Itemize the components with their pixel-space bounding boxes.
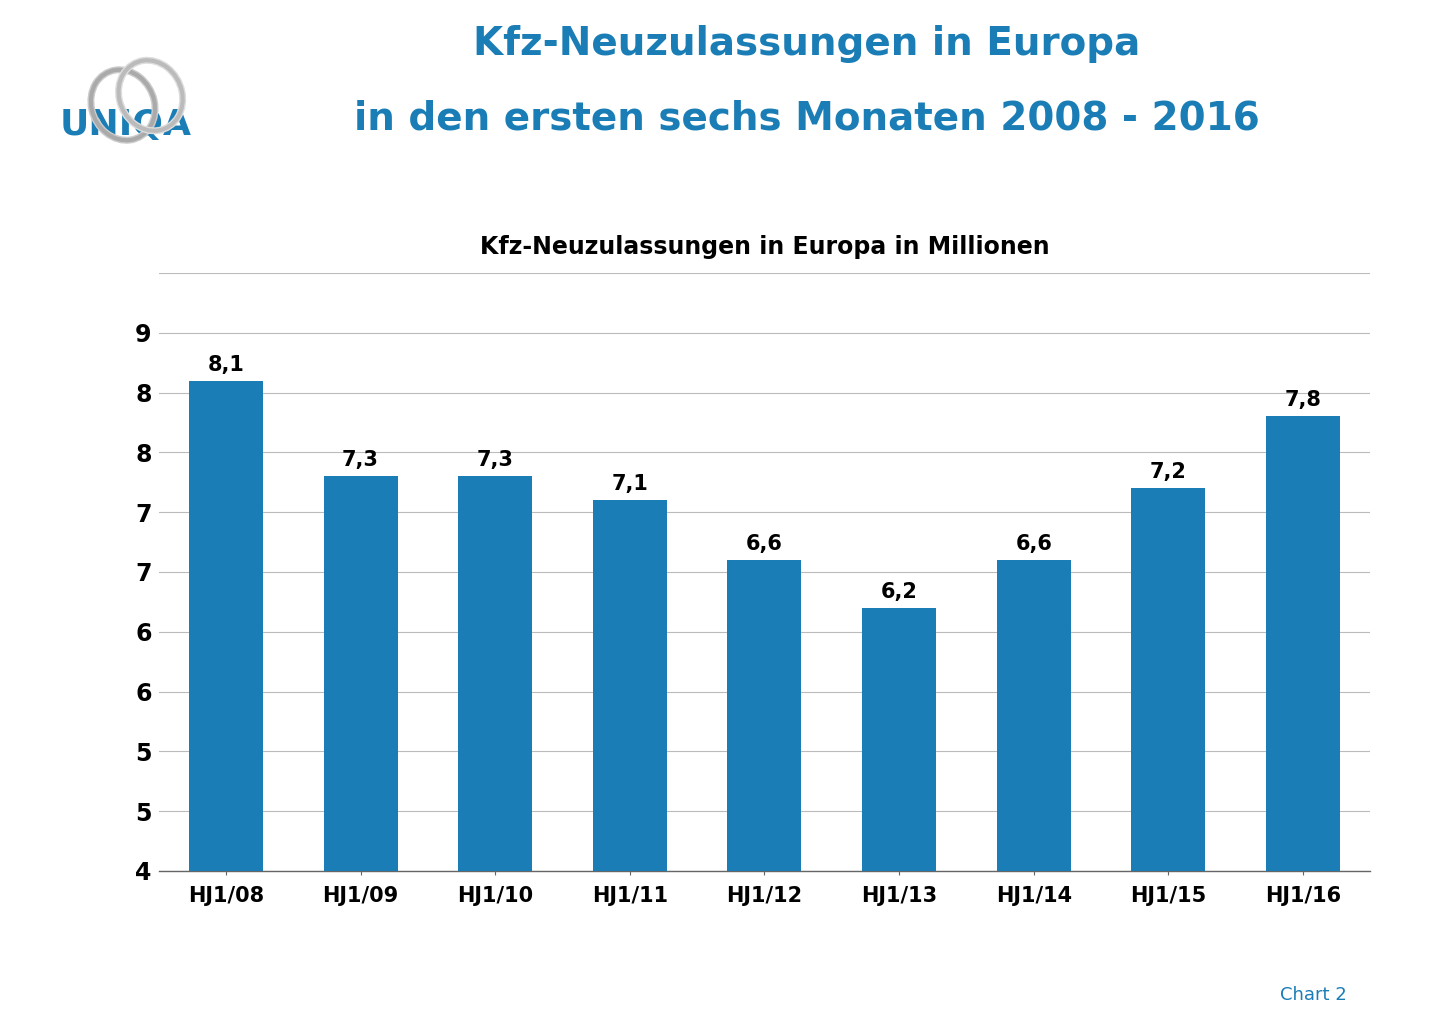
Bar	[593, 500, 667, 1018]
Bar	[189, 381, 264, 1018]
Bar	[863, 608, 936, 1018]
Title: Kfz-Neuzulassungen in Europa in Millionen: Kfz-Neuzulassungen in Europa in Millione…	[480, 234, 1050, 259]
Bar	[324, 476, 397, 1018]
Text: 7,8: 7,8	[1284, 391, 1322, 410]
Text: UNIQA: UNIQA	[59, 108, 192, 143]
Text: 6,6: 6,6	[1015, 534, 1053, 554]
Bar	[1132, 489, 1205, 1018]
Text: 6,2: 6,2	[881, 582, 917, 602]
Text: 7,2: 7,2	[1151, 462, 1187, 483]
Bar	[458, 476, 533, 1018]
Text: Kfz-Neuzulassungen in Europa: Kfz-Neuzulassungen in Europa	[472, 25, 1140, 63]
Text: 7,3: 7,3	[477, 450, 514, 470]
Text: Chart 2: Chart 2	[1280, 986, 1346, 1004]
Text: 8,1: 8,1	[207, 354, 245, 375]
Text: 7,3: 7,3	[343, 450, 379, 470]
Text: 7,1: 7,1	[612, 474, 648, 494]
Bar	[996, 560, 1071, 1018]
Bar	[727, 560, 802, 1018]
Bar	[1266, 416, 1341, 1018]
Text: 6,6: 6,6	[746, 534, 783, 554]
Text: in den ersten sechs Monaten 2008 - 2016: in den ersten sechs Monaten 2008 - 2016	[354, 100, 1259, 137]
